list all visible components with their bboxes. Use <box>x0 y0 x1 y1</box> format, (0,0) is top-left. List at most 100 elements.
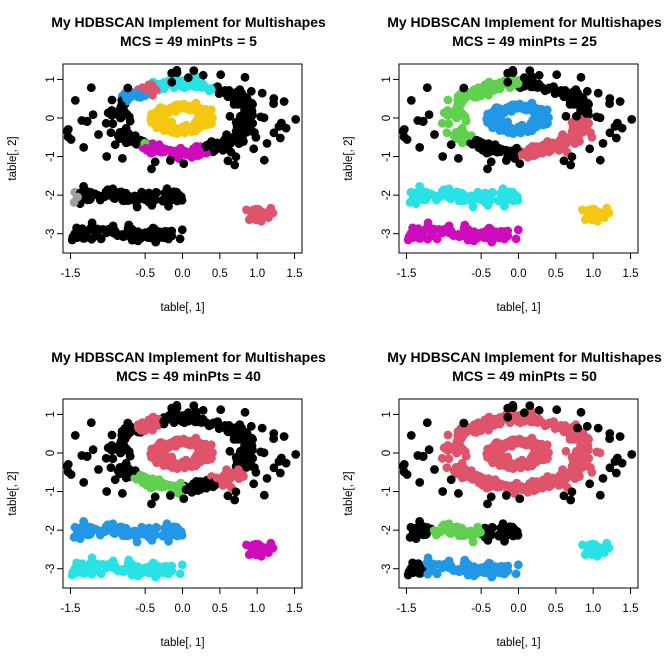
point-outer_ring <box>478 419 488 429</box>
y-tick-label: -1 <box>45 151 57 161</box>
point-bar_a <box>140 528 149 537</box>
point-scatter <box>406 431 416 440</box>
point-scatter <box>483 499 492 509</box>
point-bar_a <box>130 191 140 201</box>
point-outer_ring <box>444 119 454 129</box>
point-bar_a <box>483 527 492 537</box>
point-bar_a <box>409 527 418 537</box>
point-scatter <box>123 418 133 428</box>
chart-subtitle: MCS = 49 minPts = 50 <box>452 368 597 384</box>
point-outer_ring <box>245 440 255 449</box>
point-scatter <box>402 135 412 144</box>
point-bar_b <box>163 562 172 572</box>
point-scatter <box>566 160 576 170</box>
point-outer_ring <box>177 414 187 423</box>
point-outer_ring <box>449 131 459 141</box>
point-outer_ring <box>101 453 111 463</box>
point-bar_a <box>483 201 493 210</box>
point-outer_ring <box>125 451 135 461</box>
point-bar_b <box>444 221 454 231</box>
point-scatter <box>150 157 160 167</box>
x-tick-label: 1.5 <box>287 603 303 615</box>
point-scatter <box>593 423 603 433</box>
point-bar_b <box>151 572 161 582</box>
point-scatter <box>585 144 595 154</box>
point-bar_a <box>147 201 157 210</box>
point-scatter <box>582 86 592 96</box>
point-scatter <box>94 130 103 139</box>
point-scatter <box>503 77 513 87</box>
point-outer_ring <box>513 414 523 423</box>
point-blob <box>262 544 272 553</box>
point-scatter <box>534 70 544 80</box>
x-tick-label: -1.5 <box>397 268 417 280</box>
point-outer_ring <box>581 105 591 114</box>
point-outer_ring <box>559 92 569 102</box>
point-bar_a <box>444 519 454 529</box>
point-bar_a <box>85 194 95 204</box>
point-scatter <box>277 453 286 463</box>
point-outer_ring <box>227 133 236 143</box>
point-blob <box>598 209 608 219</box>
point-bar_a <box>476 528 485 537</box>
point-outer_ring <box>107 95 117 105</box>
scatter-points <box>62 400 301 582</box>
point-outer_ring <box>581 440 591 449</box>
point-outer_ring <box>572 111 581 121</box>
point-outer_ring <box>245 115 255 125</box>
point-scatter <box>198 405 208 415</box>
point-bar_a <box>506 192 516 202</box>
y-tick-label: -3 <box>381 564 393 574</box>
point-bar_a <box>421 529 431 539</box>
point-bar_a <box>109 528 119 538</box>
point-outer_ring <box>229 100 239 109</box>
point-bar_a <box>132 537 142 547</box>
point-outer_ring <box>251 468 261 477</box>
point-scatter <box>269 99 278 108</box>
point-scatter <box>595 490 605 500</box>
y-tick-label: 0 <box>381 115 393 121</box>
point-outer_ring <box>443 95 453 105</box>
point-inner_ring <box>158 440 167 450</box>
point-outer_ring <box>437 118 447 128</box>
point-bar_b <box>144 563 154 573</box>
point-blob <box>254 540 263 549</box>
point-scatter <box>237 88 247 98</box>
point-bar_a <box>73 192 82 202</box>
point-outer_ring <box>153 146 163 156</box>
point-inner_ring <box>497 455 506 465</box>
point-bar_a <box>494 530 503 540</box>
point-bar_a <box>445 193 455 203</box>
point-bar_a <box>421 194 431 204</box>
point-inner_ring <box>523 462 533 471</box>
point-scatter <box>279 97 289 106</box>
point-scatter <box>598 474 608 483</box>
point-outer_ring <box>437 453 447 463</box>
point-scatter <box>422 418 432 428</box>
point-scatter <box>179 494 189 504</box>
point-inner_ring <box>503 455 512 465</box>
point-outer_ring <box>133 88 143 98</box>
point-bar_b <box>151 237 161 247</box>
point-outer_ring <box>587 468 597 477</box>
point-scatter <box>613 118 622 128</box>
point-inner_ring <box>503 120 512 130</box>
point-bar_a <box>79 517 88 526</box>
point-outer_ring <box>113 466 123 476</box>
x-tick-label: -0.5 <box>471 603 491 615</box>
point-inner_ring <box>158 105 167 115</box>
point-bar_a <box>498 184 508 194</box>
point-blob <box>582 542 591 551</box>
point-bar_b <box>511 234 521 244</box>
point-scatter <box>398 126 408 136</box>
point-outer_ring <box>172 146 182 156</box>
point-inner_ring <box>173 103 183 112</box>
point-blob <box>582 207 591 216</box>
point-outer_ring <box>214 424 224 433</box>
point-bar_b <box>453 230 463 240</box>
point-scatter <box>582 421 592 431</box>
point-bar_a <box>506 527 516 537</box>
point-scatter <box>503 412 513 422</box>
y-tick-label: -3 <box>381 229 393 239</box>
point-outer_ring <box>116 438 125 448</box>
